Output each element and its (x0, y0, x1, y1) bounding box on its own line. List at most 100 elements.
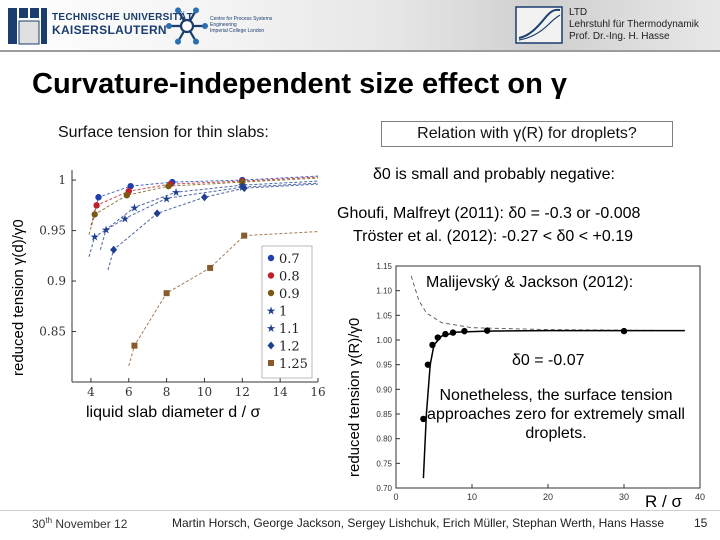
right-subtitle-box: Relation with γ(R) for droplets? (381, 121, 673, 147)
right-chart-data-point (484, 327, 491, 334)
left-chart-data-point (240, 184, 248, 193)
left-chart-data-point: ★ (171, 186, 181, 199)
delta-value: δ0 = -0.07 (512, 352, 585, 369)
right-chart-y-tick-label: 1.00 (376, 336, 392, 345)
right-chart-y-tick-label: 0.90 (376, 385, 392, 394)
ghoufi-reference: Ghoufi, Malfreyt (2011): δ0 = -0.3 or -0… (337, 205, 641, 222)
university-name-line1: TECHNISCHE UNIVERSITÄT (52, 12, 194, 23)
left-chart-series-curve (99, 180, 319, 250)
left-chart-data-point (163, 290, 170, 297)
chair-professor: Prof. Dr.-Ing. H. Hasse (569, 31, 670, 42)
ltd-logo-icon (515, 6, 563, 44)
right-chart-ylabel: reduced tension γ(R)/γ0 (346, 317, 363, 477)
left-chart-x-tick-label: 6 (125, 385, 133, 399)
left-chart-x-tick-label: 8 (163, 385, 171, 399)
right-chart-data-point (420, 415, 427, 423)
page-number: 15 (694, 516, 708, 530)
right-chart-fit-curve (422, 329, 685, 479)
left-chart-ylabel: reduced tension γ(d)/γ0 (10, 219, 27, 376)
left-chart-data-point (200, 193, 208, 202)
left-chart-series-curve (128, 231, 319, 366)
left-chart-legend-box (261, 245, 313, 379)
right-chart-x-tick-label: 30 (619, 492, 629, 502)
footer-date: 30th November 12 (32, 516, 127, 531)
left-chart-data-point (153, 209, 161, 218)
header-divider (0, 50, 720, 52)
left-chart-data-point: ★ (162, 192, 172, 205)
left-chart-data-point (241, 232, 248, 239)
right-chart-data-point (424, 361, 432, 368)
left-chart-y-tick-label: 0.85 (39, 325, 66, 339)
right-chart-data-point (434, 334, 441, 341)
troster-reference: Tröster et al. (2012): -0.27 < δ0 < +0.1… (353, 228, 634, 245)
snowflake-logo-icon (166, 7, 208, 45)
left-chart-series-curve (92, 175, 319, 218)
left-chart-xlabel: liquid slab diameter d / σ (86, 404, 261, 421)
slide-title: Curvature-independent size effect on γ (32, 68, 567, 100)
right-chart-y-tick-label: 0.95 (376, 361, 392, 370)
left-chart-data-point (239, 178, 246, 186)
left-chart-x-tick-label: 12 (235, 385, 250, 399)
left-chart-legend-marker (267, 341, 275, 350)
header-banner (0, 0, 720, 52)
left-chart-x-tick-label: 4 (87, 385, 95, 399)
university-name-line2: KAISERSLAUTERN (52, 23, 167, 37)
right-chart-data-point (429, 341, 436, 349)
chair-full-name: Lehrstuhl für Thermodynamik (569, 19, 699, 30)
right-chart-y-tick-label: 1.05 (376, 311, 392, 320)
right-chart-x-tick-label: 10 (467, 492, 477, 502)
left-chart-x-tick-label: 16 (310, 385, 325, 399)
malijevsky-reference: Malijevský & Jackson (2012): (426, 274, 634, 291)
footer-authors: Martin Horsch, George Jackson, Sergey Li… (172, 516, 664, 530)
left-chart-legend-label: 0.8 (279, 270, 300, 285)
left-chart-legend-marker (267, 289, 275, 297)
right-chart-y-tick-label: 0.70 (376, 484, 392, 493)
left-chart-data-point: ★ (120, 212, 130, 225)
right-chart-frame (395, 265, 701, 489)
right-chart-y-tick-label: 1.15 (376, 262, 392, 271)
left-chart-legend-marker (267, 254, 275, 262)
left-chart-legend-marker (267, 272, 275, 279)
right-chart-xlabel: R / σ (645, 492, 682, 511)
right-chart-y-tick-label: 1.10 (376, 287, 392, 296)
right-subtitle: Relation with γ(R) for droplets? (417, 125, 637, 142)
left-chart-data-point: ★ (130, 201, 140, 214)
left-chart-data-point (91, 211, 98, 218)
right-chart-data-point (620, 327, 628, 335)
nonetheless-statement: Nonetheless, the surface tension approac… (427, 387, 685, 442)
partner-name-line1: Centre for Process Systems Engineering (210, 16, 273, 28)
footer-divider (0, 510, 720, 511)
droplet-tension-chart: 0 10 20 30 40 0.70 0.75 0.80 0.85 0.90 0.95 1.00 1.0… (376, 262, 705, 502)
left-chart-x-tick-label: 10 (197, 385, 212, 399)
left-chart-series-curve (88, 182, 319, 257)
left-chart-data-point (165, 182, 172, 190)
left-chart-series-curve (107, 183, 319, 271)
left-chart-legend-marker: ★ (266, 305, 276, 318)
left-chart-data-point (127, 182, 134, 190)
chair-info: LTD Lehrstuhl für Thermodynamik Prof. Dr… (569, 7, 699, 43)
left-chart-legend-label: 1.25 (279, 357, 308, 372)
left-subtitle: Surface tension for thin slabs: (58, 124, 269, 141)
left-chart-legend-label: 1.2 (279, 340, 300, 355)
left-chart-data-point (93, 202, 100, 209)
right-chart-y-tick-label: 0.75 (376, 459, 392, 468)
left-chart-y-tick-label: 0.95 (39, 224, 66, 238)
tuk-logo (8, 8, 47, 45)
right-chart-x-tick-label: 40 (695, 492, 705, 502)
footer-date-rest: November 12 (52, 517, 128, 531)
left-chart-data-point (123, 192, 131, 199)
right-chart-data-point (442, 330, 449, 338)
left-chart-data-point: ★ (237, 179, 247, 192)
left-chart-legend-label: 1 (279, 305, 287, 320)
left-chart-legend-label: 0.9 (279, 287, 300, 302)
right-chart-x-tick-label: 20 (543, 492, 553, 502)
left-chart-series-curve (88, 177, 319, 235)
right-chart-x-tick-label: 0 (393, 492, 398, 502)
left-chart-data-point (131, 342, 138, 349)
delta-statement: δ0 is small and probably negative: (373, 166, 615, 183)
right-chart-y-tick-label: 0.80 (376, 435, 392, 444)
partner-name: Centre for Process Systems Engineering I… (210, 16, 280, 34)
right-chart-data-point (461, 327, 468, 335)
left-chart-data-point: ★ (90, 231, 100, 244)
